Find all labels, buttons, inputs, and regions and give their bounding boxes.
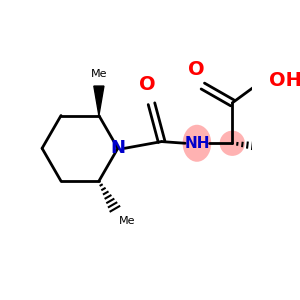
Text: Me: Me — [91, 69, 107, 79]
Text: NH: NH — [184, 136, 210, 151]
Text: OH: OH — [269, 70, 300, 90]
Text: N: N — [110, 139, 125, 157]
Ellipse shape — [183, 125, 211, 162]
Ellipse shape — [220, 130, 245, 156]
Polygon shape — [94, 86, 104, 116]
Text: O: O — [139, 75, 156, 94]
Text: O: O — [188, 60, 204, 79]
Text: Me: Me — [119, 215, 136, 226]
